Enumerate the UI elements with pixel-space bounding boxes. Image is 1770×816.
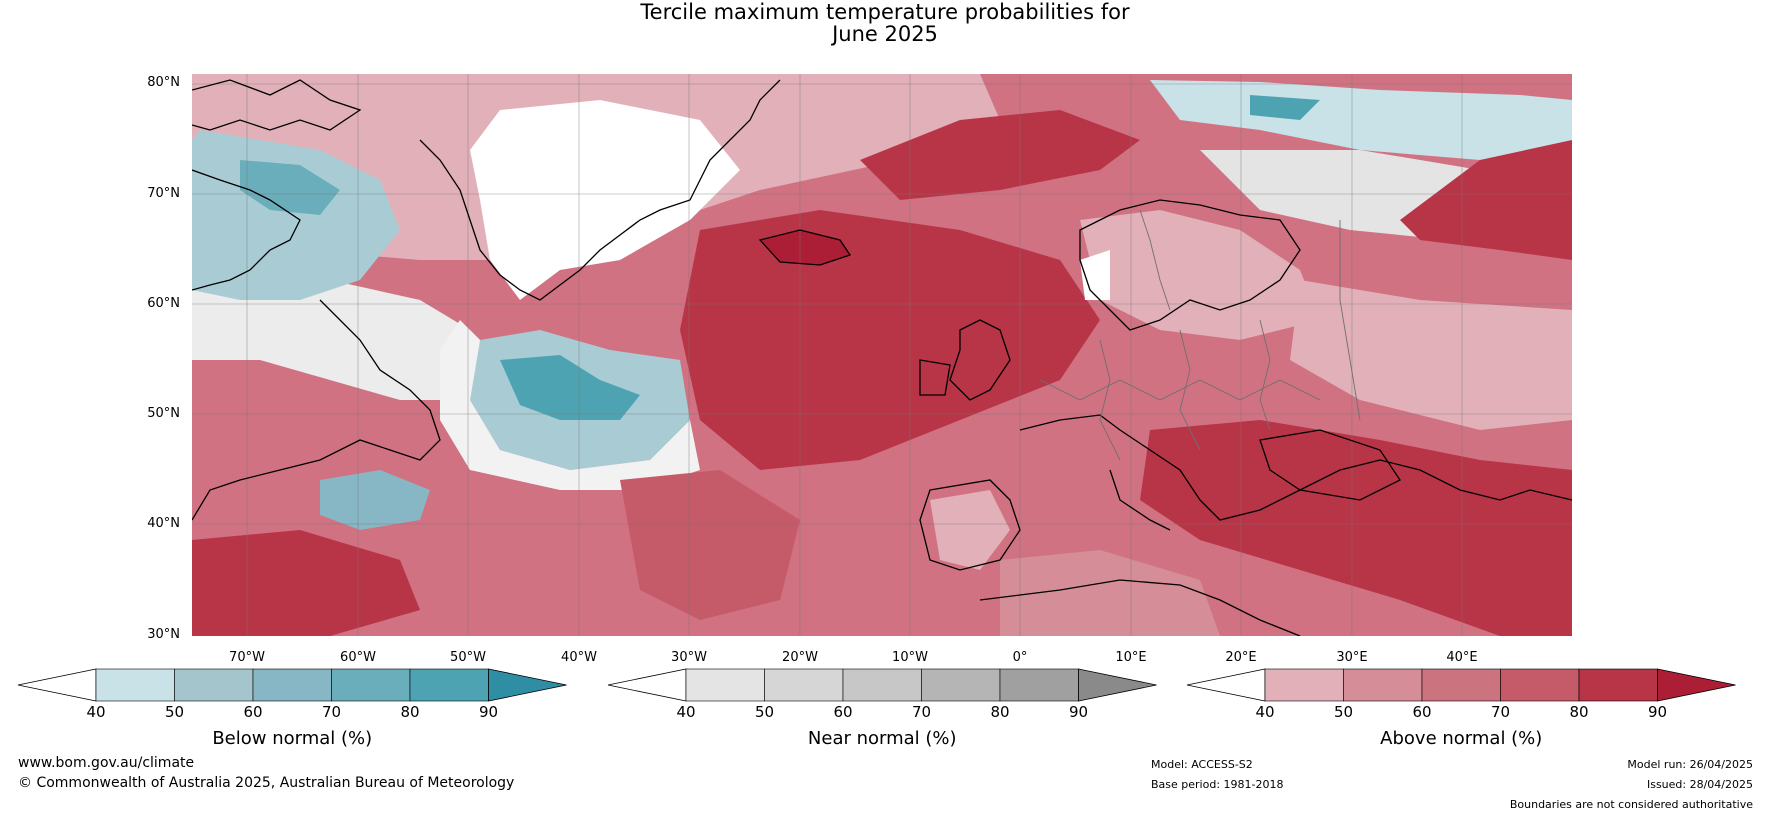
region-above-high-atlantic — [680, 210, 1100, 470]
region-above-low-eastern-europe — [1290, 280, 1572, 430]
lat-label-50n: 50°N — [147, 406, 180, 421]
map-title-line-2: June 2025 — [832, 22, 938, 46]
above-normal-colorbar-tick: 70 — [1490, 703, 1511, 721]
near-normal-colorbar-tick: 50 — [754, 703, 775, 721]
near-normal-colorbar-extend-high — [1078, 668, 1157, 702]
region-below-normal-barents-core — [1250, 95, 1320, 120]
near-normal-colorbar-tick: 40 — [676, 703, 696, 721]
footer-issued: Issued: 28/04/2025 — [1646, 778, 1753, 791]
above-normal-colorbar-tick: 40 — [1255, 703, 1275, 721]
country-borders — [1039, 209, 1361, 461]
below-normal-colorbar-segment — [409, 668, 489, 702]
lat-label-80n: 80°N — [147, 75, 180, 90]
lon-label-10e: 10°E — [1115, 650, 1147, 665]
above-normal-colorbar-extend-low — [1186, 668, 1266, 702]
below-normal-colorbar-tick: 50 — [164, 703, 185, 721]
region-above-mid-subtropics — [620, 470, 800, 620]
below-normal-colorbar-tick: 40 — [86, 703, 106, 721]
near-normal-colorbar-tick: 60 — [833, 703, 853, 721]
below-normal-colorbar-tick: 70 — [321, 703, 342, 721]
near-normal-colorbar-segment — [764, 668, 844, 702]
below-normal-colorbar-segment — [331, 668, 411, 702]
region-below-normal-newfoundland — [320, 470, 430, 530]
near-normal-colorbar-extend-low — [607, 668, 687, 702]
lon-label-30w: 30°W — [671, 650, 707, 665]
region-above-high-russia — [1400, 140, 1572, 260]
lon-label-30e: 30°E — [1336, 650, 1368, 665]
lat-label-70n: 70°N — [147, 186, 180, 201]
below-normal-colorbar-tick: 80 — [400, 703, 420, 721]
lat-label-40n: 40°N — [147, 516, 180, 531]
near-normal-colorbar-tick: 70 — [911, 703, 932, 721]
below-normal-colorbar-segment — [252, 668, 332, 702]
lon-label-60w: 60°W — [340, 650, 376, 665]
footer-base-period: Base period: 1981-2018 — [1151, 778, 1284, 791]
above-normal-colorbar-tick: 80 — [1569, 703, 1589, 721]
lon-label-40e: 40°E — [1446, 650, 1478, 665]
below-normal-colorbar-label: Below normal (%) — [212, 728, 373, 749]
region-above-low-iberia — [930, 490, 1010, 570]
above-normal-colorbar-tick: 60 — [1412, 703, 1432, 721]
below-normal-colorbar-segment — [174, 668, 254, 702]
footer-model-run: Model run: 26/04/2025 — [1627, 758, 1753, 771]
region-above-low-scandinavia — [1080, 210, 1320, 340]
lat-label-60n: 60°N — [147, 296, 180, 311]
below-normal-colorbar-segment — [95, 668, 175, 702]
near-normal-colorbar-tick: 90 — [1068, 703, 1089, 721]
region-above-high-subtropics — [192, 530, 420, 636]
above-normal-colorbar-segment — [1500, 668, 1580, 702]
above-normal-colorbar-segment — [1264, 668, 1344, 702]
above-normal-colorbar-segment — [1578, 668, 1658, 702]
region-above-high-arctic — [860, 110, 1140, 200]
above-normal-colorbar-tick: 50 — [1333, 703, 1354, 721]
near-normal-colorbar-tick: 80 — [990, 703, 1010, 721]
below-normal-colorbar-tick: 60 — [243, 703, 263, 721]
region-above-high-mediterranean — [1140, 420, 1572, 636]
near-normal-colorbar — [607, 668, 1157, 702]
near-normal-colorbar-segment — [999, 668, 1079, 702]
footer-website: www.bom.gov.au/climate — [18, 755, 195, 771]
near-normal-colorbar-segment — [685, 668, 765, 702]
near-normal-colorbar-segment — [842, 668, 922, 702]
footer-copyright: © Commonwealth of Australia 2025, Austra… — [18, 775, 515, 791]
lon-label-40w: 40°W — [561, 650, 597, 665]
above-normal-colorbar-segment — [1343, 668, 1423, 702]
below-normal-colorbar-extend-low — [17, 668, 97, 702]
below-normal-colorbar-tick: 90 — [478, 703, 499, 721]
above-normal-colorbar — [1186, 668, 1736, 702]
region-norway-white — [1080, 250, 1110, 300]
region-iceland — [760, 230, 850, 265]
footer-model: Model: ACCESS-S2 — [1151, 758, 1253, 771]
above-normal-colorbar-extend-high — [1657, 668, 1736, 702]
region-below-normal-atlantic-core — [500, 355, 640, 420]
above-normal-colorbar-tick: 90 — [1647, 703, 1668, 721]
above-normal-colorbar-label: Above normal (%) — [1380, 728, 1543, 749]
lon-label-50w: 50°W — [450, 650, 486, 665]
near-normal-colorbar-segment — [921, 668, 1001, 702]
above-normal-colorbar-segment — [1421, 668, 1501, 702]
below-normal-colorbar — [17, 668, 567, 702]
below-normal-colorbar-extend-high — [488, 668, 567, 702]
region-above-low-north-africa — [1000, 550, 1220, 636]
map-title-line-1: Tercile maximum temperature probabilitie… — [640, 0, 1130, 24]
near-normal-colorbar-label: Near normal (%) — [807, 728, 957, 749]
region-greenland-white — [470, 100, 740, 300]
lon-label-70w: 70°W — [229, 650, 265, 665]
lon-label-0: 0° — [1012, 650, 1028, 665]
region-near-normal-atlantic — [440, 320, 700, 490]
region-below-normal-baffin-core — [240, 160, 340, 215]
lon-label-20w: 20°W — [782, 650, 818, 665]
footer-disclaimer: Boundaries are not considered authoritat… — [1509, 798, 1753, 811]
lat-label-30n: 30°N — [147, 627, 180, 642]
coastlines — [192, 79, 1572, 636]
lon-label-10w: 10°W — [892, 650, 928, 665]
lon-label-20e: 20°E — [1225, 650, 1257, 665]
graticule — [192, 74, 1572, 636]
